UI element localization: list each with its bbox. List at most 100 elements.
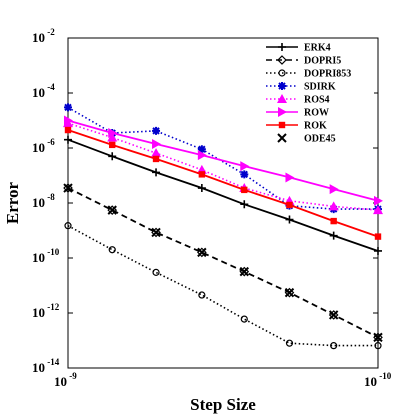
y-tick-base: 10 [32,140,45,155]
data-point [108,128,118,139]
legend-label: SDIRK [304,82,336,93]
data-point [198,291,206,299]
y-axis-title: Error [3,181,22,224]
x-tick-exponent: -10 [377,371,392,381]
data-point [374,246,382,255]
legend-entry: ROS4 [266,94,330,106]
y-tick-base: 10 [32,250,45,265]
y-tick-base: 10 [32,195,45,210]
data-point [285,172,295,183]
series-row [64,115,383,206]
series-layer [63,103,383,350]
y-tick-label: 10 -10 [32,247,60,265]
data-point [64,126,72,134]
data-point [151,227,161,238]
data-point [285,339,294,347]
data-point [328,201,339,211]
data-point [329,231,338,240]
y-tick-base: 10 [32,360,45,375]
series-erk4 [64,135,382,255]
y-tick-label: 10 -4 [32,82,55,100]
data-point [109,141,116,149]
x-axis-title: Step Size [190,395,256,414]
y-tick-base: 10 [32,85,45,100]
y-tick-exponent: -14 [45,357,60,367]
data-point [286,201,293,209]
y-tick-exponent: -6 [45,137,55,147]
data-point [64,222,72,230]
y-tick-exponent: -10 [45,247,60,257]
data-point [64,103,72,112]
data-point [108,152,117,161]
y-tick-base: 10 [32,305,45,320]
data-point [330,217,337,225]
data-point [197,150,207,161]
data-point [152,168,161,177]
data-point [107,205,117,215]
legend-label: ODE45 [304,134,336,145]
series-line [67,119,379,202]
series-dopri853 [64,222,382,350]
data-point [152,155,160,163]
y-tick-base: 10 [32,30,45,45]
data-point [151,148,162,158]
data-point [64,115,73,126]
data-point [240,315,248,323]
legend-entry: DOPRI5 [266,55,341,67]
data-point [330,342,338,350]
y-tick-exponent: -12 [45,302,60,312]
series-line [67,122,379,211]
data-point [240,200,249,209]
data-point [107,132,118,142]
data-point [374,342,382,350]
data-point [284,287,295,298]
y-tick-label: 10 -12 [32,302,60,320]
data-point [374,233,382,240]
x-axis: 10 -9 10 -10 [54,38,392,389]
legend-marker [277,94,287,103]
series-line [67,138,379,252]
series-line [67,187,379,339]
legend-entry: ERK4 [266,43,331,54]
data-point [240,170,249,179]
legend-label: ERK4 [304,43,331,54]
legend-marker [278,121,286,129]
legend-label: ROW [304,108,329,119]
legend-entry: ROK [266,121,327,132]
x-tick-label: 10 -10 [364,371,392,389]
y-tick-exponent: -8 [45,192,55,202]
legend-marker [278,69,286,77]
series-rok [64,126,382,240]
data-point [240,161,250,172]
data-point [328,310,339,320]
y-tick-label: 10 -2 [32,27,55,45]
y-tick-label: 10 -8 [32,192,55,210]
legend-label: DOPRI853 [304,69,351,80]
data-point [197,184,206,193]
data-point [198,171,206,178]
y-tick-label: 10 -6 [32,137,55,155]
legend-marker [278,107,287,117]
legend-marker [277,55,287,65]
data-point [373,205,383,215]
data-point [329,184,339,195]
legend-label: ROS4 [304,95,330,106]
data-point [197,247,207,258]
legend-entry: SDIRK [266,82,336,93]
x-tick-base: 10 [364,374,377,389]
legend-marker [277,133,287,143]
legend: ERK4 DOPRI5 DOPRI853 SDIRK ROS4 ROW ROK ODE45 [262,39,374,147]
legend-entry: ODE45 [277,133,336,145]
x-tick-label: 10 -9 [54,371,77,389]
data-point [64,135,72,144]
data-point [152,138,162,149]
data-point [374,195,383,206]
data-point [241,186,248,194]
legend-marker [278,43,286,51]
y-tick-exponent: -4 [45,82,55,92]
data-point [285,215,294,224]
legend-entry: ROW [266,107,329,119]
data-point [197,145,206,154]
